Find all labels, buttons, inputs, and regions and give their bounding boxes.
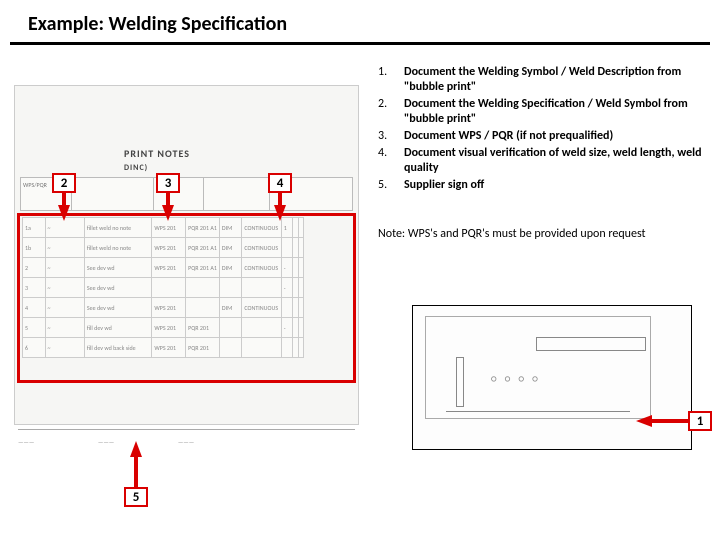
- callout-4: 4: [268, 173, 292, 193]
- instruction-text: Supplier sign off: [404, 178, 484, 193]
- callout-3: 3: [156, 173, 180, 193]
- instruction-item: 4.Document visual verification of weld s…: [378, 146, 713, 176]
- drawing-frame: ○ ○ ○ ○: [425, 316, 651, 419]
- drawing-shelf: [536, 337, 646, 351]
- doc-footer: ——— ——— ———: [18, 429, 355, 445]
- instruction-number: 3.: [378, 129, 404, 144]
- title-underline: [10, 42, 710, 45]
- instruction-item: 1.Document the Welding Symbol / Weld Des…: [378, 65, 713, 95]
- instruction-text: Document visual verification of weld siz…: [404, 146, 713, 176]
- callout-5: 5: [124, 487, 148, 507]
- instruction-text: Document WPS / PQR (if not prequalified): [404, 129, 613, 144]
- arrow-4-head: [274, 205, 286, 221]
- slide-title: Example: Welding Specification: [0, 0, 720, 42]
- drawing-leg: [456, 357, 464, 407]
- instruction-item: 5.Supplier sign off: [378, 178, 713, 193]
- left-document: PRINT NOTES DINC) WPS/PQR 1a~fillet weld…: [14, 85, 359, 425]
- note-text: Note: WPS's and PQR's must be provided u…: [378, 227, 646, 241]
- red-highlight-main: [17, 213, 356, 383]
- doc-header: PRINT NOTES DINC): [124, 147, 190, 173]
- instruction-text: Document the Welding Specification / Wel…: [404, 97, 713, 127]
- instruction-list: 1.Document the Welding Symbol / Weld Des…: [378, 65, 713, 195]
- instruction-number: 4.: [378, 146, 404, 176]
- arrow-2-head: [58, 205, 70, 221]
- instruction-item: 2.Document the Welding Specification / W…: [378, 97, 713, 127]
- callout-2: 2: [52, 173, 76, 193]
- arrow-5-stem: [134, 455, 138, 487]
- arrow-1-head: [636, 415, 652, 427]
- instruction-number: 1.: [378, 65, 404, 95]
- arrow-3-head: [162, 205, 174, 221]
- instruction-text: Document the Welding Symbol / Weld Descr…: [404, 65, 713, 95]
- instruction-number: 5.: [378, 178, 404, 193]
- drawing-base: [446, 411, 630, 412]
- content-area: PRINT NOTES DINC) WPS/PQR 1a~fillet weld…: [0, 55, 720, 535]
- callout-1: 1: [688, 411, 712, 431]
- drawing-circles: ○ ○ ○ ○: [491, 372, 541, 385]
- arrow-5-head: [130, 441, 142, 457]
- right-drawing: ○ ○ ○ ○: [412, 305, 692, 450]
- instruction-number: 2.: [378, 97, 404, 127]
- instruction-item: 3.Document WPS / PQR (if not prequalifie…: [378, 129, 713, 144]
- arrow-1-stem: [650, 419, 688, 423]
